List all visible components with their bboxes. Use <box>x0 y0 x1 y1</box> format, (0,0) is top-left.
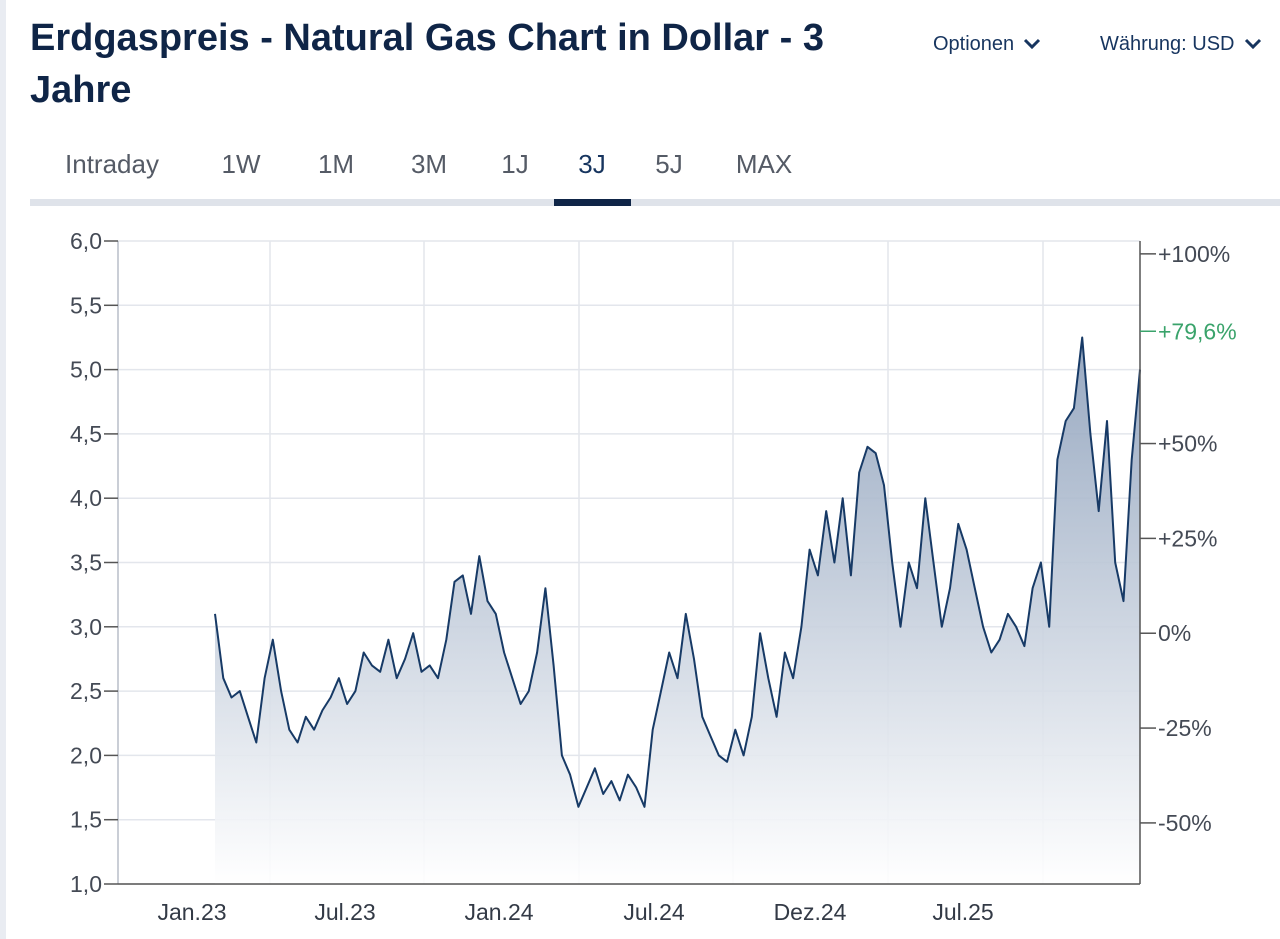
right-tick-label: +25% <box>1158 525 1217 551</box>
page-title: Erdgaspreis - Natural Gas Chart in Dolla… <box>30 17 824 111</box>
y-tick-label: 6,0 <box>70 228 102 254</box>
tab-5j[interactable]: 5J <box>655 149 683 179</box>
y-tick-label: 1,0 <box>70 871 102 897</box>
y-axis-ticks: 6,0 5,5 5,0 4,5 4,0 3,5 3,0 2,5 2,0 1,5 1,0 <box>70 228 118 897</box>
tab-max[interactable]: MAX <box>735 149 793 179</box>
tab-1m[interactable]: 1M <box>317 149 355 179</box>
tab-1j[interactable]: 1J <box>501 149 529 179</box>
right-axis-ticks: +100% +50% +25% 0% -25% -50% +79,6% <box>1140 241 1237 836</box>
left-edge-bar <box>0 0 6 939</box>
y-tick-label: 3,0 <box>70 614 102 640</box>
right-tick-label: -25% <box>1158 715 1212 741</box>
y-tick-label: 3,5 <box>70 550 102 576</box>
currency-label: Währung: USD <box>1100 32 1235 55</box>
x-tick-label: Jan.24 <box>464 899 533 925</box>
chevron-down-icon <box>1244 38 1261 50</box>
y-tick-label: 2,5 <box>70 678 102 704</box>
y-tick-label: 5,0 <box>70 357 102 383</box>
y-tick-label: 2,0 <box>70 742 102 768</box>
y-tick-label: 5,5 <box>70 292 102 318</box>
y-tick-label: 4,5 <box>70 421 102 447</box>
tab-intraday[interactable]: Intraday <box>65 149 159 179</box>
x-tick-label: Jul.24 <box>623 899 685 925</box>
price-area <box>215 337 1140 884</box>
price-chart: 6,05,55,04,54,03,53,02,52,01,51,0 +100%+… <box>70 228 1237 925</box>
right-tick-label: +50% <box>1158 431 1217 457</box>
right-tick-label: 0% <box>1158 620 1191 646</box>
active-tab-indicator <box>554 199 631 206</box>
currency-dropdown[interactable]: Währung: USD <box>1100 30 1263 58</box>
y-tick-label: 4,0 <box>70 485 102 511</box>
chevron-down-icon <box>1024 38 1041 50</box>
options-label: Optionen <box>933 32 1015 55</box>
tab-rail <box>30 199 1280 206</box>
right-tick-label: +100% <box>1158 241 1230 267</box>
right-tick-label: -50% <box>1158 810 1212 836</box>
x-axis-ticks: Jan.23 Jul.23 Jan.24 Jul.24 Dez.24 Jul.25 <box>157 899 993 925</box>
x-tick-label: Dez.24 <box>774 899 847 925</box>
tab-1w[interactable]: 1W <box>221 149 261 179</box>
range-tabs: Intraday 1W 1M 3M 1J 3J 5J MAX <box>30 130 1280 208</box>
options-dropdown[interactable]: Optionen <box>933 30 1042 58</box>
tab-3j[interactable]: 3J <box>578 149 606 179</box>
price-line <box>214 336 1141 808</box>
y-tick-label: 1,5 <box>70 807 102 833</box>
x-tick-label: Jul.25 <box>932 899 993 925</box>
tab-3m[interactable]: 3M <box>410 149 448 179</box>
x-tick-label: Jan.23 <box>157 899 226 925</box>
x-tick-label: Jul.23 <box>314 899 375 925</box>
current-value-label: +79,6% <box>1158 318 1237 344</box>
